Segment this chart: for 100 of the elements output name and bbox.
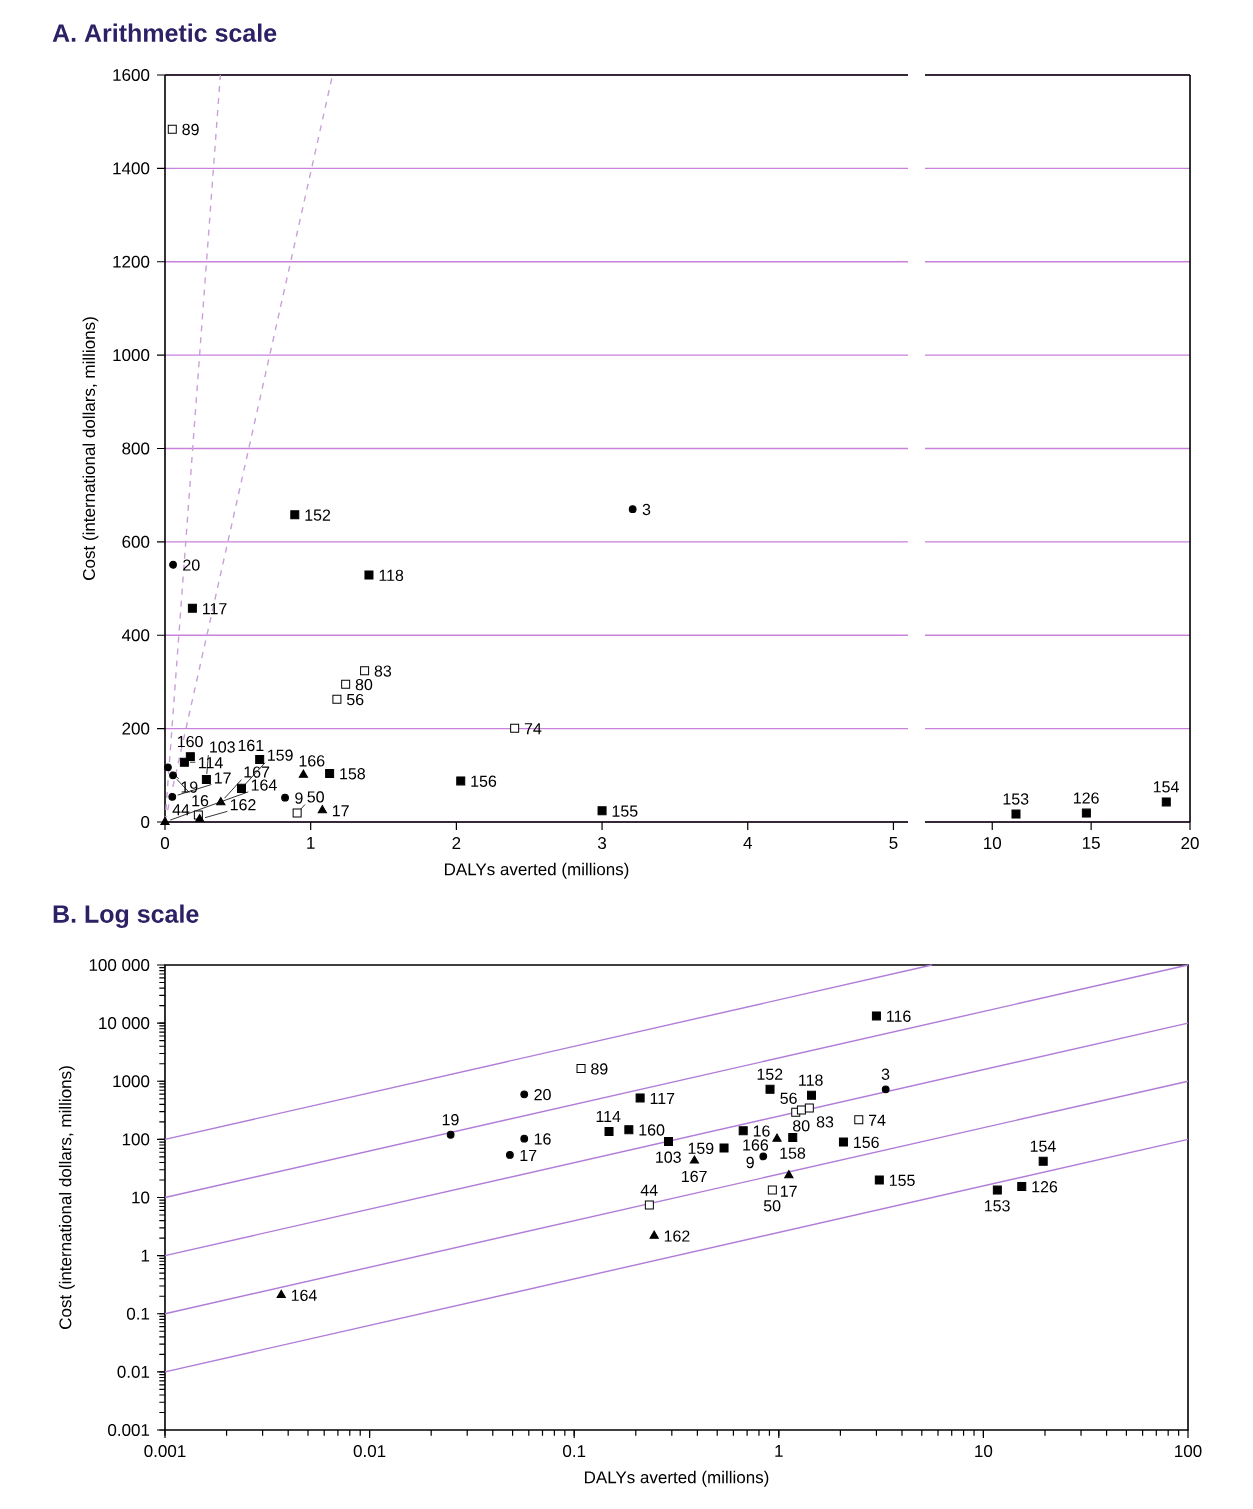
annotation: 50 [763, 1200, 781, 1212]
annotation: 114 [596, 1111, 621, 1123]
annotation: 83 [374, 665, 392, 677]
chart-title: B. Log scale [53, 904, 199, 928]
y-tick-label: 1 [141, 1249, 150, 1262]
annotation: 160 [177, 735, 203, 748]
annotation: 126 [1032, 1181, 1058, 1193]
y-tick-label: 100 [122, 1133, 150, 1146]
annotation: 16 [534, 1133, 551, 1145]
annotation: 126 [1074, 792, 1099, 804]
annotation: 17 [780, 1185, 797, 1197]
annotation: 16 [192, 795, 209, 807]
annotation: 153 [1003, 793, 1029, 805]
y-tick-label: 10 000 [99, 1017, 150, 1030]
annotation: 3 [642, 503, 651, 516]
y-tick-label: 1000 [113, 1075, 150, 1088]
annotation: 158 [340, 768, 366, 780]
annotation: 156 [854, 1136, 879, 1149]
annotation: 117 [650, 1092, 675, 1104]
y-tick-label: 1200 [113, 255, 150, 268]
x-tick-label: 20 [1181, 837, 1199, 850]
annotation: 164 [291, 1289, 317, 1302]
x-axis-title: DALYs averted (millions) [584, 1470, 769, 1487]
x-tick-label: 0.1 [563, 1445, 586, 1458]
annotation: 118 [799, 1074, 823, 1086]
annotation: 19 [442, 1114, 459, 1126]
x-tick-label: 3 [597, 837, 607, 850]
chart-title: A. Arithmetic scale [52, 23, 277, 42]
annotation: 164 [251, 779, 277, 791]
y-tick-label: 400 [121, 629, 150, 642]
annotation: 3 [881, 1068, 890, 1080]
annotation: 80 [355, 678, 373, 691]
annotation: 162 [664, 1230, 690, 1242]
annotation: 17 [520, 1149, 537, 1161]
y-tick-label: 200 [122, 722, 150, 735]
annotation: 74 [869, 1114, 886, 1126]
y-tick-label: 0.01 [117, 1365, 150, 1378]
annotation: 167 [244, 766, 270, 778]
x-tick-label: 10 [984, 837, 1002, 850]
annotation: 152 [305, 509, 331, 521]
x-tick-label: 0 [160, 837, 170, 850]
y-tick-label: 0 [141, 815, 150, 828]
y-tick-label: 10 [132, 1191, 150, 1204]
annotation: 89 [591, 1063, 608, 1075]
x-tick-label: 0.01 [353, 1445, 386, 1458]
annotation: 158 [780, 1147, 806, 1159]
annotation: 9 [295, 792, 303, 804]
annotation: 56 [346, 693, 364, 706]
annotation: 152 [757, 1068, 783, 1080]
annotation: 118 [379, 569, 404, 582]
x-tick-label: 5 [889, 837, 898, 849]
x-tick-label: 2 [452, 837, 461, 849]
annotation: 50 [307, 791, 324, 803]
annotation: 167 [682, 1170, 707, 1183]
annotation: 116 [887, 1010, 911, 1022]
x-tick-label: 100 [1175, 1445, 1202, 1458]
annotation: 154 [1153, 781, 1179, 793]
y-axis-title: Cost (international dollars, millions) [82, 317, 99, 580]
y-tick-label: 1000 [113, 349, 150, 362]
x-tick-label: 10 [975, 1445, 993, 1458]
annotation: 156 [471, 775, 497, 787]
annotation: 159 [268, 749, 293, 761]
annotation: 56 [780, 1092, 797, 1104]
y-axis-title: Cost (international dollars, millions) [58, 1066, 75, 1329]
x-axis-title: DALYs averted (millions) [444, 862, 629, 879]
annotation: 103 [210, 741, 235, 753]
y-tick-label: 1400 [113, 162, 150, 175]
x-tick-label: 4 [743, 837, 752, 849]
annotation: 17 [332, 805, 349, 817]
y-tick-label: 1600 [113, 68, 150, 81]
annotation: 44 [172, 804, 190, 816]
y-tick-label: 100 000 [89, 958, 150, 971]
annotation: 103 [656, 1151, 681, 1163]
annotation: 153 [984, 1200, 1010, 1212]
annotation: 155 [889, 1174, 915, 1187]
annotation: 17 [214, 772, 231, 784]
annotation: 159 [688, 1142, 714, 1155]
annotation: 74 [524, 723, 542, 735]
annotation: 44 [640, 1184, 658, 1196]
annotation: 114 [199, 757, 223, 769]
x-tick-label: 1 [307, 837, 315, 849]
annotation: 166 [299, 755, 325, 767]
annotation: 20 [183, 559, 200, 571]
y-tick-label: 600 [122, 535, 150, 548]
y-tick-label: 800 [122, 442, 150, 455]
annotation: 20 [534, 1088, 551, 1101]
annotation: 155 [612, 805, 638, 817]
annotation: 80 [793, 1120, 810, 1132]
x-tick-label: 15 [1082, 837, 1100, 849]
y-tick-label: 0.001 [108, 1424, 150, 1437]
y-tick-label: 0.1 [126, 1307, 150, 1320]
annotation: 16 [753, 1125, 770, 1137]
annotation: 89 [182, 123, 199, 136]
annotation: 166 [743, 1139, 769, 1151]
annotation: 9 [746, 1156, 754, 1169]
annotation: 160 [639, 1124, 665, 1136]
annotation: 162 [230, 799, 256, 811]
annotation: 117 [203, 603, 227, 615]
annotation: 83 [816, 1116, 834, 1128]
x-tick-label: 1 [775, 1445, 783, 1457]
